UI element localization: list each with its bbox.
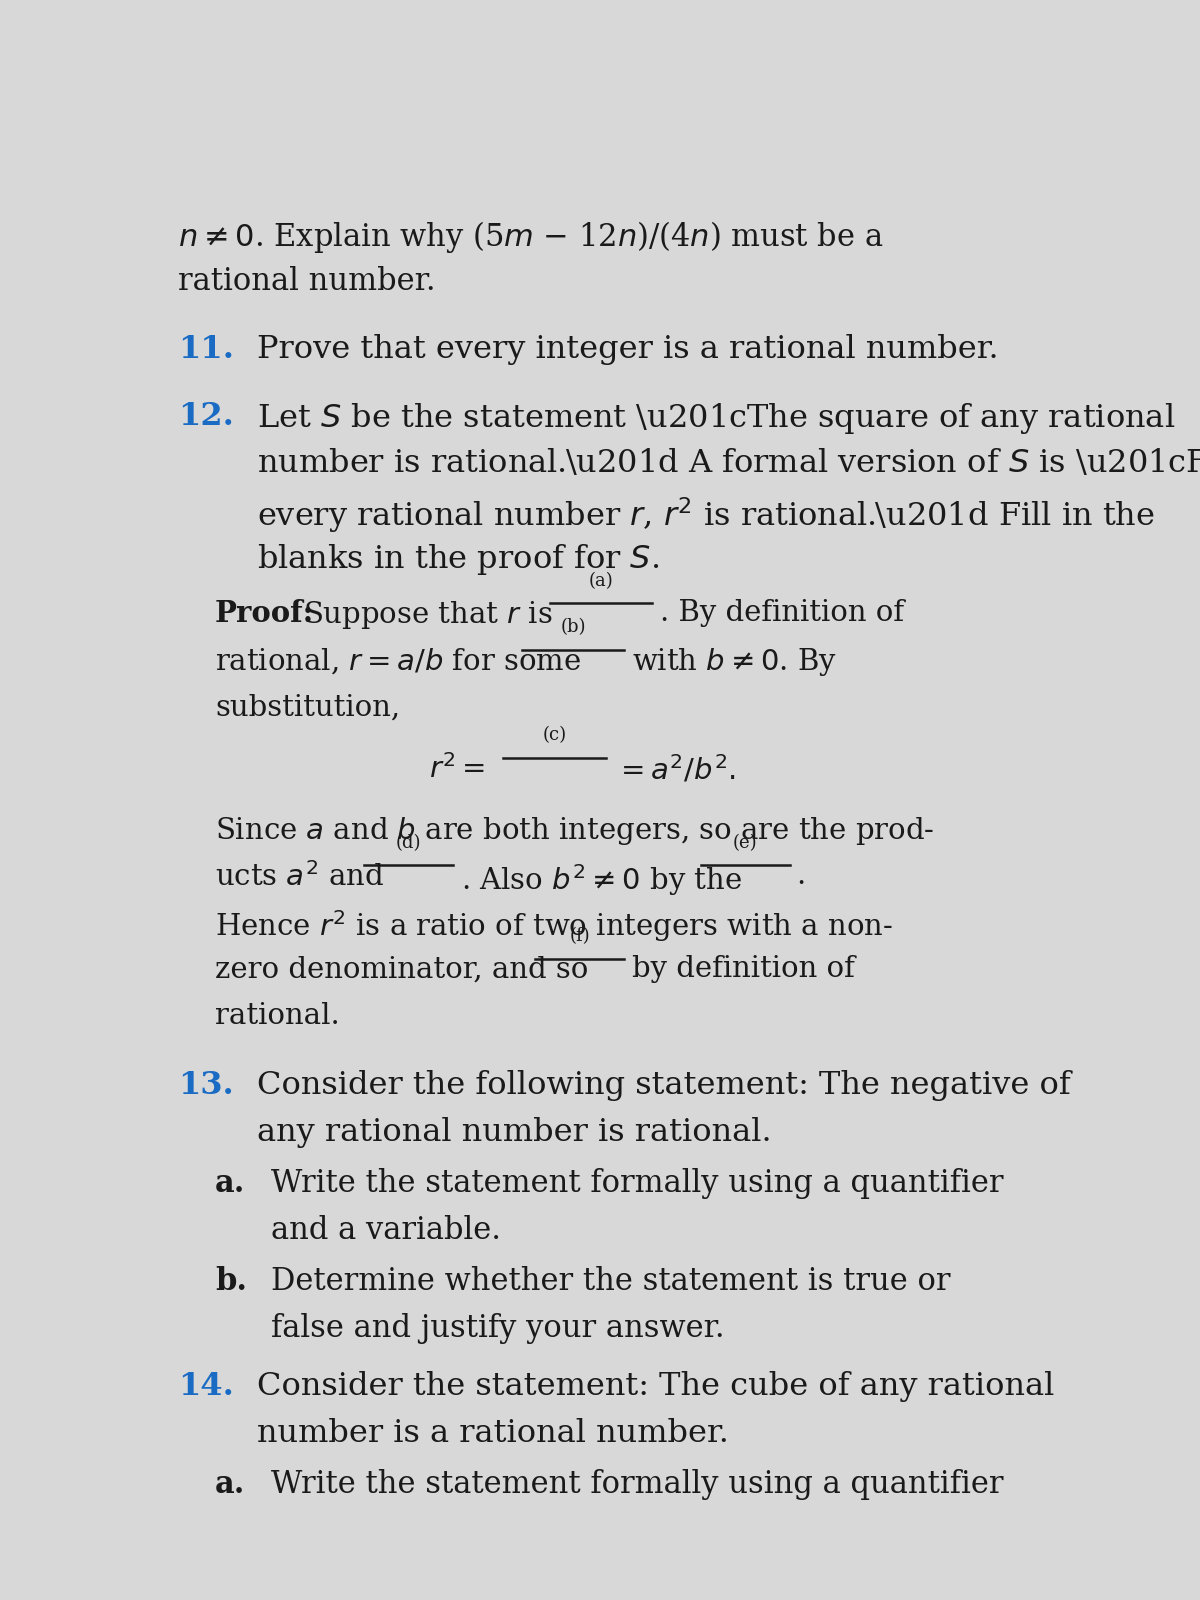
Text: (a): (a) — [589, 571, 613, 590]
Text: any rational number is rational.: any rational number is rational. — [257, 1117, 772, 1147]
Text: $= a^2/b^2.$: $= a^2/b^2.$ — [616, 754, 736, 786]
Text: .: . — [797, 862, 805, 890]
Text: Write the statement formally using a quantifier: Write the statement formally using a qua… — [271, 1168, 1003, 1198]
Text: Let $S$ be the statement \u201cThe square of any rational: Let $S$ be the statement \u201cThe squar… — [257, 402, 1175, 437]
Text: and a variable.: and a variable. — [271, 1214, 500, 1246]
Text: rational number.: rational number. — [178, 266, 436, 298]
Text: false and justify your answer.: false and justify your answer. — [271, 1314, 725, 1344]
Text: Write the statement formally using a quantifier: Write the statement formally using a qua… — [271, 1469, 1003, 1501]
Text: 13.: 13. — [178, 1070, 234, 1101]
Text: Hence $r^2$ is a ratio of two integers with a non-: Hence $r^2$ is a ratio of two integers w… — [215, 909, 893, 944]
Text: . Also $b^2 \neq 0$ by the: . Also $b^2 \neq 0$ by the — [461, 862, 742, 898]
Text: b.: b. — [215, 1267, 247, 1298]
Text: Prove that every integer is a rational number.: Prove that every integer is a rational n… — [257, 334, 998, 365]
Text: ucts $a^2$ and: ucts $a^2$ and — [215, 862, 384, 891]
Text: a.: a. — [215, 1168, 246, 1198]
Text: $r^2 = $: $r^2 = $ — [430, 754, 485, 784]
Text: 12.: 12. — [178, 402, 234, 432]
Text: 11.: 11. — [178, 334, 234, 365]
Text: (c): (c) — [542, 726, 566, 744]
Text: number is a rational number.: number is a rational number. — [257, 1418, 728, 1448]
Text: Consider the statement: The cube of any rational: Consider the statement: The cube of any … — [257, 1371, 1055, 1402]
Text: (e): (e) — [733, 834, 757, 851]
Text: . By definition of: . By definition of — [660, 600, 904, 627]
Text: a.: a. — [215, 1469, 246, 1501]
Text: (d): (d) — [396, 834, 421, 851]
Text: rational, $r = a/b$ for some: rational, $r = a/b$ for some — [215, 646, 581, 677]
Text: every rational number $r$, $r^2$ is rational.\u201d Fill in the: every rational number $r$, $r^2$ is rati… — [257, 494, 1154, 534]
Text: blanks in the proof for $S$.: blanks in the proof for $S$. — [257, 542, 659, 578]
Text: Consider the following statement: The negative of: Consider the following statement: The ne… — [257, 1070, 1070, 1101]
Text: $n \neq 0$. Explain why (5$m$ − 12$n$)/(4$n$) must be a: $n \neq 0$. Explain why (5$m$ − 12$n$)/(… — [178, 219, 883, 254]
Text: Proof:: Proof: — [215, 600, 314, 629]
Text: with $b \neq 0$. By: with $b \neq 0$. By — [631, 646, 836, 678]
Text: by definition of: by definition of — [631, 955, 854, 984]
Text: 14.: 14. — [178, 1371, 234, 1402]
Text: (b): (b) — [560, 619, 586, 637]
Text: Since $a$ and $b$ are both integers, so are the prod-: Since $a$ and $b$ are both integers, so … — [215, 814, 935, 846]
Text: number is rational.\u201d A formal version of $S$ is \u201cFor: number is rational.\u201d A formal versi… — [257, 448, 1200, 480]
Text: substitution,: substitution, — [215, 693, 401, 722]
Text: (f): (f) — [569, 928, 590, 946]
Text: rational.: rational. — [215, 1002, 340, 1030]
Text: Suppose that $r$ is: Suppose that $r$ is — [304, 600, 553, 632]
Text: Determine whether the statement is true or: Determine whether the statement is true … — [271, 1267, 950, 1298]
Text: zero denominator, and so: zero denominator, and so — [215, 955, 588, 984]
